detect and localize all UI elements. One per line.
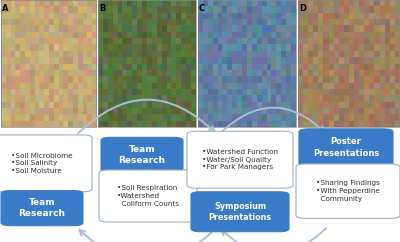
Text: Symposium
Presentations: Symposium Presentations [208,202,272,222]
Text: Team
Research: Team Research [18,198,66,218]
FancyBboxPatch shape [191,192,289,232]
FancyBboxPatch shape [296,164,400,218]
Text: D: D [299,4,306,13]
FancyBboxPatch shape [299,129,393,166]
Text: A: A [2,4,8,13]
Text: •Soil Microbiome
•Soil Salinity
•Soil Moisture: •Soil Microbiome •Soil Salinity •Soil Mo… [11,153,73,174]
FancyBboxPatch shape [1,191,83,226]
Text: C: C [199,4,205,13]
Text: Poster
Presentations: Poster Presentations [313,137,379,158]
Text: •Soil Respiration
•Watershed
  Coliform Counts: •Soil Respiration •Watershed Coliform Co… [117,185,179,207]
Text: Team
Research: Team Research [118,145,166,165]
FancyBboxPatch shape [0,135,92,192]
FancyBboxPatch shape [99,170,197,222]
FancyBboxPatch shape [101,137,183,172]
Text: B: B [99,4,105,13]
Text: •Sharing Findings
•With Pepperdine
  Community: •Sharing Findings •With Pepperdine Commu… [316,181,380,202]
FancyBboxPatch shape [187,131,293,188]
Text: •Watershed Function
•Water/Soil Quality
•For Park Managers: •Watershed Function •Water/Soil Quality … [202,149,278,170]
